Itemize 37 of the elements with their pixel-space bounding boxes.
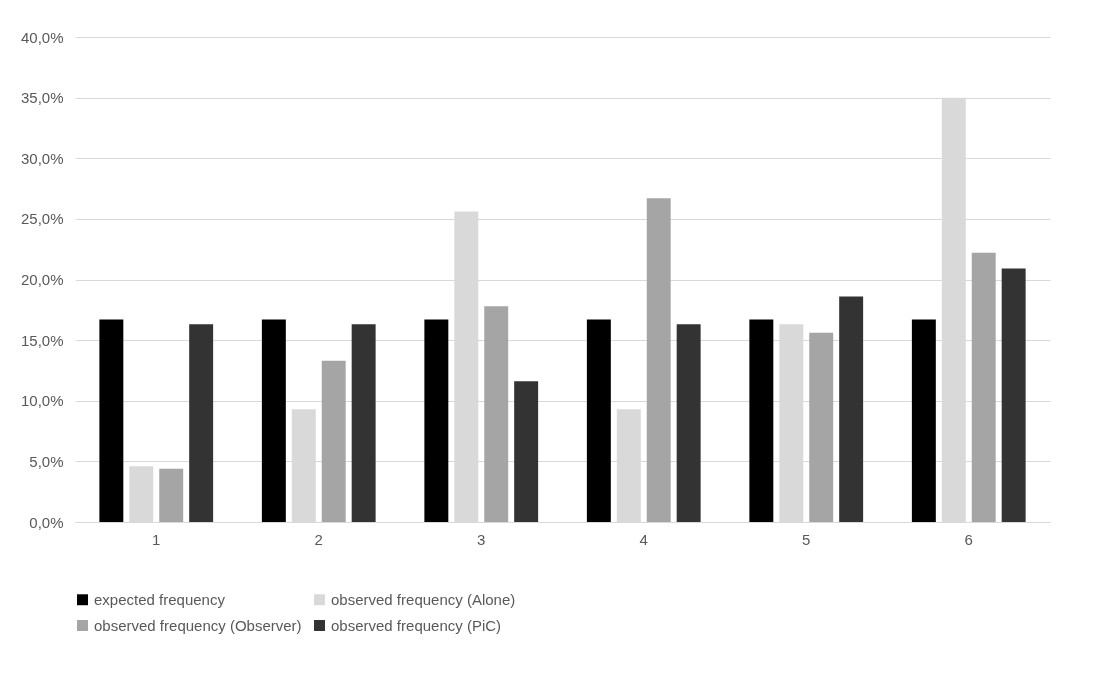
bar: [809, 332, 834, 522]
bar: [321, 360, 346, 522]
bar: [911, 319, 936, 522]
y-tick-label: 15,0%: [20, 331, 64, 349]
bar: [586, 319, 611, 522]
bar: [971, 252, 996, 522]
bar: [514, 381, 539, 522]
legend-label: observed frequency (PiC): [331, 616, 502, 634]
bar: [646, 198, 671, 522]
bar: [189, 324, 214, 522]
bar: [839, 296, 864, 522]
y-tick-label: 10,0%: [20, 392, 64, 410]
bar: [261, 319, 286, 522]
y-tick-label: 40,0%: [20, 28, 64, 46]
y-tick-label: 5,0%: [29, 452, 64, 470]
bar: [424, 319, 449, 522]
x-tick-label: 4: [639, 530, 648, 548]
x-tick-label: 3: [477, 530, 486, 548]
y-tick-label: 30,0%: [20, 149, 64, 167]
bar: [1001, 268, 1026, 522]
bar: [676, 324, 701, 522]
bar: [351, 324, 376, 522]
bar: [99, 319, 124, 522]
x-tick-label: 5: [802, 530, 811, 548]
y-tick-label: 20,0%: [20, 271, 64, 288]
bar: [484, 306, 509, 522]
legend-label: observed frequency (Alone): [331, 590, 516, 608]
x-tick-label: 1: [152, 530, 161, 548]
y-tick-label: 25,0%: [20, 210, 64, 228]
legend-label: expected frequency: [94, 590, 226, 608]
legend-label: observed frequency (Observer): [94, 616, 302, 634]
bar: [159, 468, 184, 522]
y-tick-label: 35,0%: [20, 89, 64, 107]
x-tick-label: 2: [314, 530, 323, 548]
bar: [749, 319, 774, 522]
y-tick-label: 0,0%: [29, 513, 64, 531]
x-tick-label: 6: [964, 530, 973, 548]
